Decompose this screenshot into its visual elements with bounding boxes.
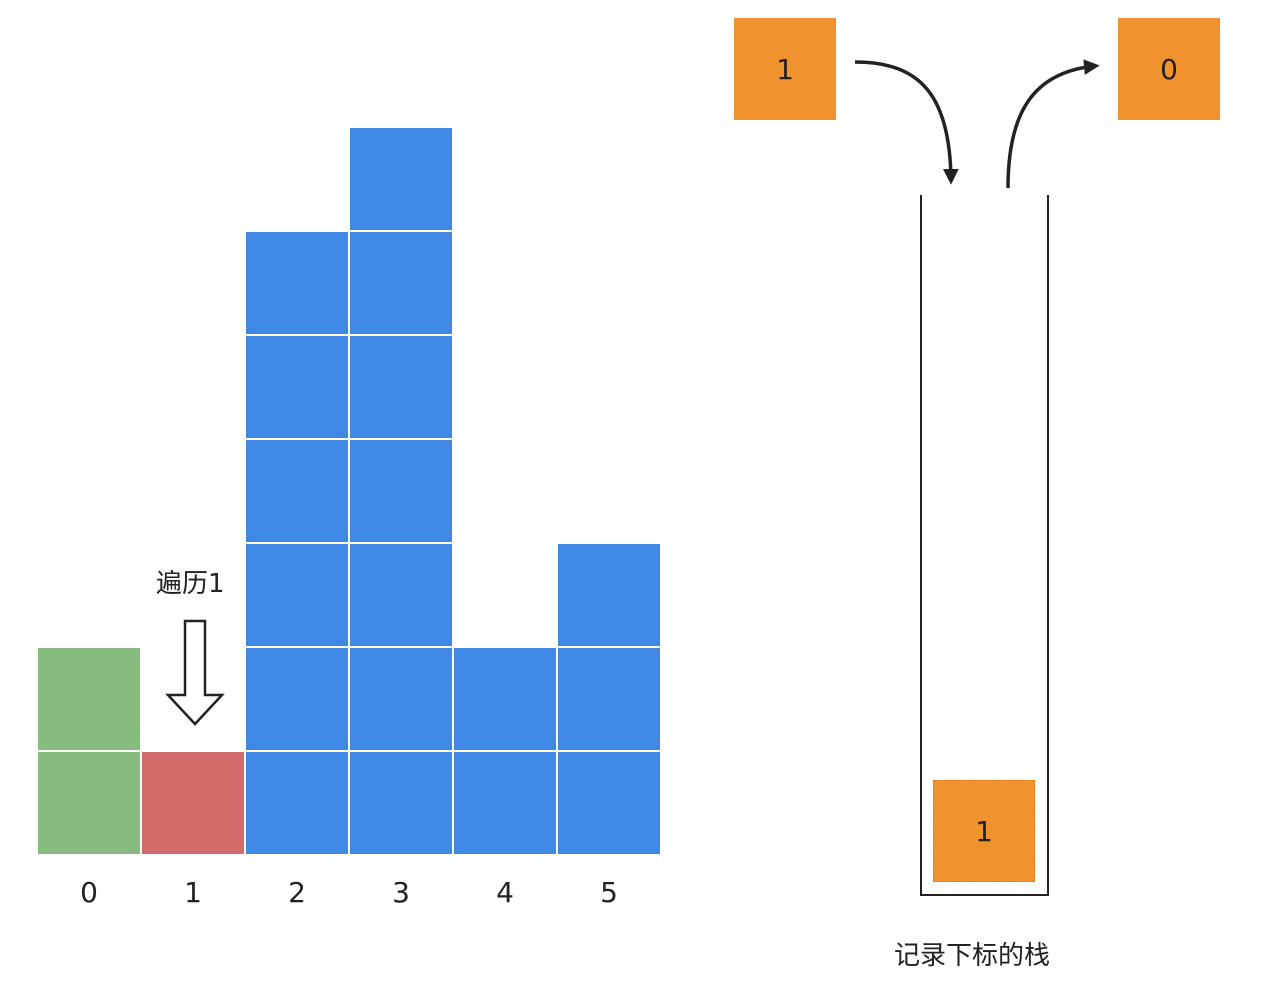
push-box-value: 1 (776, 52, 794, 86)
bar-cell (558, 648, 660, 750)
index-label: 5 (600, 876, 618, 909)
bar-cell (38, 752, 140, 854)
bar-cell (246, 648, 348, 750)
pop-box: 0 (1118, 18, 1220, 120)
bar-cell (246, 232, 348, 334)
pop-box-value: 0 (1160, 52, 1178, 86)
push-arrow (854, 60, 959, 185)
bar-cell (558, 752, 660, 854)
bar-cell (246, 544, 348, 646)
traverse-label: 遍历1 (156, 569, 225, 599)
stack-container (920, 195, 1049, 896)
bar-cell (350, 544, 452, 646)
bar-cell (454, 752, 556, 854)
bar-cell (558, 544, 660, 646)
stack-item: 1 (933, 780, 1035, 882)
bar-cell (246, 752, 348, 854)
bar-cell (350, 752, 452, 854)
pop-arrow (1006, 59, 1100, 189)
stack-caption: 记录下标的栈 (894, 941, 1051, 971)
index-label: 0 (80, 876, 98, 909)
bar-cell (246, 336, 348, 438)
index-label: 3 (392, 876, 410, 909)
bar-cell (350, 440, 452, 542)
index-label: 2 (288, 876, 306, 909)
stack-item-value: 1 (975, 814, 993, 848)
bar-cell (350, 336, 452, 438)
index-label: 4 (496, 876, 514, 909)
down-arrow-icon (165, 619, 225, 726)
bar-cell (350, 128, 452, 230)
index-label: 1 (184, 876, 202, 909)
bar-cell (350, 232, 452, 334)
bar-cell (350, 648, 452, 750)
bar-cell (142, 752, 244, 854)
push-box: 1 (734, 18, 836, 120)
bar-cell (38, 648, 140, 750)
bar-cell (246, 440, 348, 542)
bar-cell (454, 648, 556, 750)
